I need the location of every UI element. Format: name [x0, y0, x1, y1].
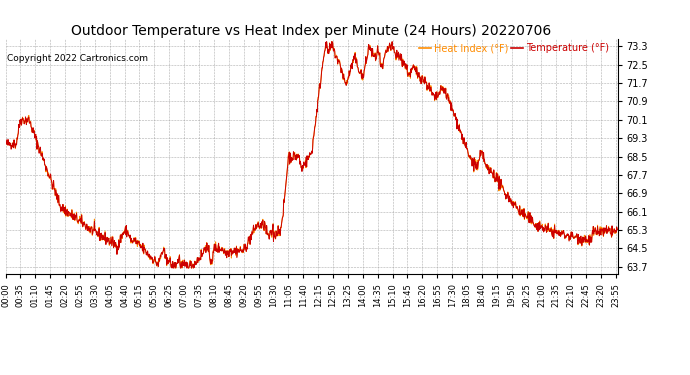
- Legend: Heat Index (°F), Temperature (°F): Heat Index (°F), Temperature (°F): [415, 39, 613, 57]
- Text: Copyright 2022 Cartronics.com: Copyright 2022 Cartronics.com: [7, 54, 148, 63]
- Title: Outdoor Temperature vs Heat Index per Minute (24 Hours) 20220706: Outdoor Temperature vs Heat Index per Mi…: [71, 24, 552, 38]
